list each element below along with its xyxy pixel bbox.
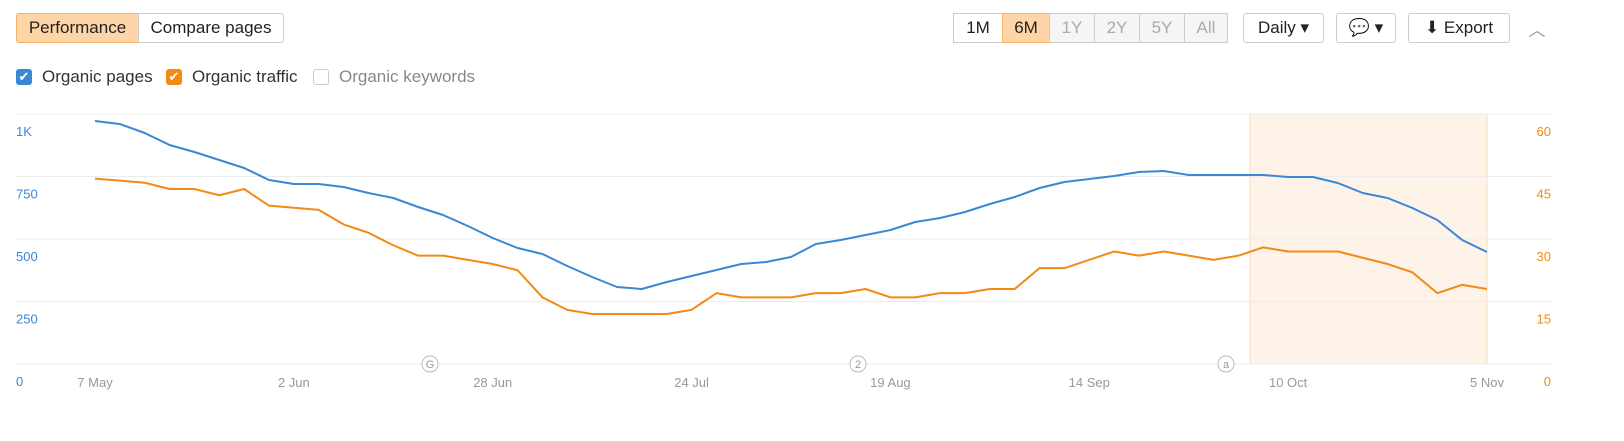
tab[interactable]: Compare pages bbox=[138, 13, 284, 43]
x-tick-label: 28 Jun bbox=[473, 375, 512, 390]
checkbox: ✔ bbox=[166, 69, 182, 85]
highlight-region bbox=[1249, 113, 1488, 365]
export-label: Export bbox=[1443, 18, 1494, 37]
legend-item[interactable]: ✔ Organic traffic bbox=[166, 67, 298, 87]
legend-item[interactable]: Organic keywords bbox=[313, 67, 475, 87]
collapse-button[interactable]: ︿ bbox=[1522, 13, 1552, 43]
range-button[interactable]: 6M bbox=[1002, 13, 1050, 43]
checkbox: ✔ bbox=[16, 69, 32, 85]
checkbox bbox=[313, 69, 329, 85]
tab[interactable]: Performance bbox=[16, 13, 139, 43]
y2-tick-label: 30 bbox=[1537, 249, 1551, 264]
range-button[interactable]: All bbox=[1184, 13, 1228, 43]
range-button[interactable]: 2Y bbox=[1094, 13, 1140, 43]
legend-label: Organic pages bbox=[42, 67, 153, 86]
range-button[interactable]: 5Y bbox=[1139, 13, 1185, 43]
legend-label: Organic keywords bbox=[339, 67, 476, 86]
y-tick-label: 0 bbox=[16, 374, 23, 389]
interval-dropdown[interactable]: Daily ▾ bbox=[1243, 13, 1324, 43]
legend-label: Organic traffic bbox=[192, 67, 298, 86]
x-tick-label: 5 Nov bbox=[1470, 375, 1504, 390]
y2-tick-label: 15 bbox=[1537, 312, 1551, 327]
range-button[interactable]: 1M bbox=[953, 13, 1003, 43]
x-tick-label: 10 Oct bbox=[1269, 375, 1308, 390]
y-tick-label: 750 bbox=[16, 187, 38, 202]
series-line bbox=[94, 120, 1488, 290]
interval-label: Daily bbox=[1257, 18, 1296, 37]
y-tick-label: 500 bbox=[16, 249, 38, 264]
range-button[interactable]: 1Y bbox=[1049, 13, 1095, 43]
series-line bbox=[94, 177, 1488, 315]
export-button[interactable]: ⬇ Export bbox=[1408, 13, 1510, 43]
y2-tick-label: 0 bbox=[1544, 374, 1551, 389]
annotation-marker bbox=[421, 355, 439, 373]
x-tick-label: 2 Jun bbox=[278, 375, 310, 390]
x-tick-label: 19 Aug bbox=[870, 375, 911, 390]
annotation-marker bbox=[849, 355, 867, 373]
y-tick-label: 1K bbox=[16, 124, 32, 139]
annotation-dropdown[interactable]: 💬 ▾ bbox=[1336, 13, 1396, 43]
x-tick-label: 7 May bbox=[77, 375, 113, 390]
annotation-label: G bbox=[426, 359, 435, 371]
x-tick-label: 14 Sep bbox=[1069, 375, 1110, 390]
annotation-label: 2 bbox=[855, 359, 861, 371]
y2-tick-label: 60 bbox=[1537, 124, 1551, 139]
annotation-marker bbox=[1217, 355, 1235, 373]
annotation-label: a bbox=[1223, 359, 1230, 371]
y-tick-label: 250 bbox=[16, 312, 38, 327]
y2-tick-label: 45 bbox=[1537, 187, 1551, 202]
x-tick-label: 24 Jul bbox=[674, 375, 709, 390]
legend-item[interactable]: ✔ Organic pages bbox=[16, 67, 153, 87]
